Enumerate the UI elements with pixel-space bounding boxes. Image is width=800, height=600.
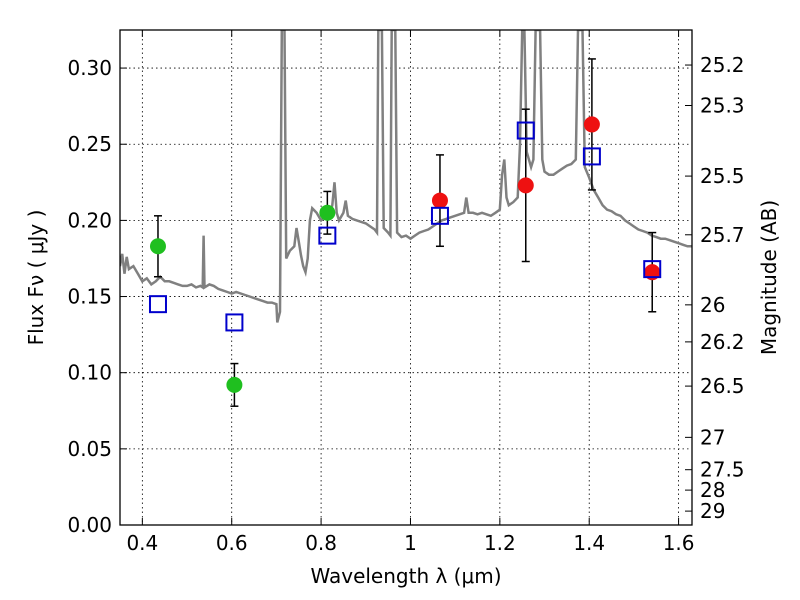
y-tick-label: 0.20 — [67, 208, 112, 232]
x-tick-label: 0.8 — [305, 531, 337, 555]
model-flux-square — [430, 206, 449, 225]
observed-flux-point — [149, 238, 166, 255]
model-flux-square — [582, 147, 601, 166]
axis-ticks: 0.4 0.6 0.8 1 1.2 1.4 1.6 0.00 0.05 0.10 0.15 0.20 0… — [67, 30, 745, 555]
x-tick-label: 1.6 — [663, 531, 695, 555]
mag-tick-label: 25.2 — [700, 53, 745, 77]
model-flux-square — [225, 313, 244, 332]
x-tick-label: 0.4 — [126, 531, 158, 555]
y-tick-label: 0.10 — [67, 361, 112, 385]
x-tick-label: 1.4 — [573, 531, 605, 555]
mag-tick-label: 27.5 — [700, 458, 745, 482]
mag-tick-label: 25.3 — [700, 94, 745, 118]
spectrum-line — [120, 30, 692, 323]
observed-flux-point — [319, 204, 336, 221]
grid — [120, 30, 692, 526]
model-spectrum — [120, 30, 692, 323]
model-flux-square — [318, 226, 337, 245]
y-axis-label: Flux Fν ( μJy ) — [24, 210, 48, 346]
mag-tick-label: 29 — [700, 499, 725, 523]
mag-tick-label: 26 — [700, 293, 725, 317]
mag-tick-label: 26.5 — [700, 374, 745, 398]
observed-flux-point — [226, 376, 243, 393]
data-points — [148, 58, 662, 407]
mag-tick-label: 25.5 — [700, 164, 745, 188]
observed-flux-point — [517, 177, 534, 194]
y-tick-label: 0.15 — [67, 285, 112, 309]
x-tick-label: 0.6 — [216, 531, 248, 555]
plot-frame — [119, 29, 693, 526]
mag-tick-label: 26.2 — [700, 330, 745, 354]
mag-tick-label: 27 — [700, 425, 725, 449]
y-tick-label: 0.05 — [67, 437, 112, 461]
y-tick-label: 0.25 — [67, 132, 112, 156]
y-axis-right-label: Magnitude (AB) — [757, 200, 781, 355]
model-flux-square — [516, 121, 535, 140]
x-tick-label: 1 — [404, 531, 417, 555]
y-tick-label: 0.30 — [67, 56, 112, 80]
observed-flux-point — [431, 192, 448, 209]
y-tick-label: 0.00 — [67, 513, 112, 537]
x-axis-label: Wavelength λ (μm) — [310, 564, 501, 588]
mag-tick-label: 25.7 — [700, 223, 745, 247]
mag-tick-label: 28 — [700, 478, 725, 502]
x-tick-label: 1.2 — [484, 531, 516, 555]
model-flux-square — [643, 260, 662, 279]
observed-flux-point — [583, 116, 600, 133]
model-flux-square — [148, 295, 167, 314]
